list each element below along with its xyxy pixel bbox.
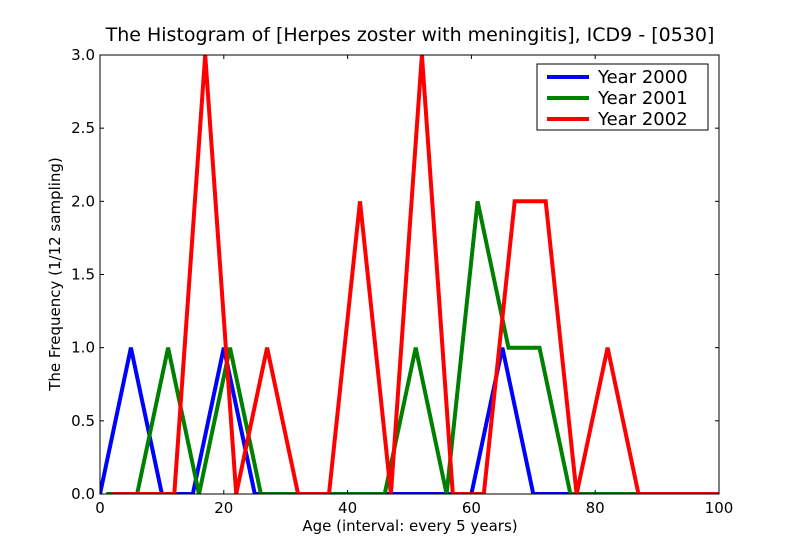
series-line-1 (106, 200, 719, 494)
chart-title: The Histogram of [Herpes zoster with men… (105, 24, 715, 46)
y-tick-label: 1.0 (71, 339, 95, 357)
y-tick-label: 2.5 (71, 119, 95, 137)
legend-label-1: Year 2001 (597, 88, 688, 109)
x-tick-label: 40 (338, 499, 357, 517)
x-tick-label: 0 (95, 499, 105, 517)
series-lines (100, 55, 719, 494)
series-line-2 (112, 55, 719, 494)
y-tick-label: 3.0 (71, 46, 95, 64)
x-axis-label: Age (interval: every 5 years) (302, 517, 517, 535)
x-tick-label: 80 (586, 499, 605, 517)
y-tick-label: 1.5 (71, 266, 95, 284)
y-tick-label: 0.0 (71, 485, 95, 503)
y-tick-label: 0.5 (71, 412, 95, 430)
x-tick-label: 60 (462, 499, 481, 517)
legend-label-0: Year 2000 (597, 67, 688, 88)
series-line-0 (100, 347, 719, 494)
y-tick-label: 2.0 (71, 192, 95, 210)
x-tick-label: 100 (705, 499, 734, 517)
x-tick-label: 20 (214, 499, 233, 517)
axis-ticks: 0 20 40 60 80 100 0.0 0.5 1.0 1.5 2.0 2.5 3.0 (71, 46, 733, 517)
legend-label-2: Year 2002 (597, 109, 688, 130)
y-axis-label: The Frequency (1/12 sampling) (46, 157, 64, 392)
